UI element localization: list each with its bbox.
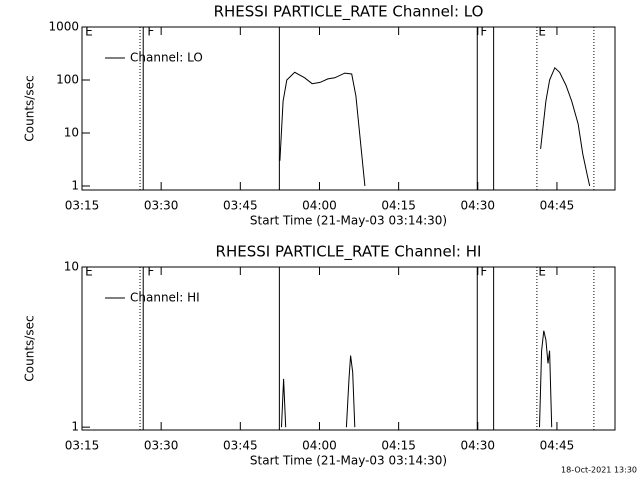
x-tick-label: 03:45 <box>223 199 258 213</box>
data-line <box>281 330 553 428</box>
marker-annotation: F <box>147 265 154 279</box>
footer: 18-Oct-2021 13:30 <box>561 466 637 475</box>
x-tick-label: 04:00 <box>302 439 337 453</box>
x-tick-label: 03:15 <box>65 439 100 453</box>
x-tick-label: 04:45 <box>540 199 575 213</box>
marker-annotation: E <box>538 25 546 39</box>
legend-label: Channel: HI <box>130 291 200 305</box>
x-tick-label: 03:30 <box>144 199 179 213</box>
x-tick-label: 04:45 <box>540 439 575 453</box>
y-tick-label: 1 <box>71 178 79 192</box>
y-tick-label: 10 <box>64 260 79 274</box>
x-tick-label: 03:15 <box>65 199 100 213</box>
x-tick-label: 04:15 <box>381 199 416 213</box>
marker-annotation: F <box>480 25 487 39</box>
plot-frame <box>81 26 616 191</box>
x-axis-label: Start Time (21-May-03 03:14:30) <box>250 454 447 468</box>
y-tick-label: 1000 <box>48 20 79 34</box>
y-axis-label: Counts/sec <box>23 75 37 141</box>
y-axis-label: Counts/sec <box>23 315 37 381</box>
marker-annotation: E <box>538 265 546 279</box>
x-tick-label: 04:00 <box>302 199 337 213</box>
chart-title: RHESSI PARTICLE_RATE Channel: LO <box>214 3 484 22</box>
y-tick-label: 1 <box>71 420 79 434</box>
plot-frame <box>81 266 616 431</box>
marker-annotation: F <box>480 265 487 279</box>
x-tick-label: 04:30 <box>460 439 495 453</box>
marker-annotation: F <box>147 25 154 39</box>
chart-title: RHESSI PARTICLE_RATE Channel: HI <box>216 243 482 262</box>
data-line <box>279 66 591 187</box>
legend-label: Channel: LO <box>130 51 203 65</box>
x-tick-label: 03:30 <box>144 439 179 453</box>
x-axis-label: Start Time (21-May-03 03:14:30) <box>250 214 447 228</box>
marker-annotation: E <box>85 25 93 39</box>
marker-annotation: E <box>85 265 93 279</box>
x-tick-label: 04:15 <box>381 439 416 453</box>
y-tick-label: 10 <box>64 125 79 139</box>
y-tick-label: 100 <box>56 72 79 86</box>
x-tick-label: 03:45 <box>223 439 258 453</box>
x-tick-label: 04:30 <box>460 199 495 213</box>
